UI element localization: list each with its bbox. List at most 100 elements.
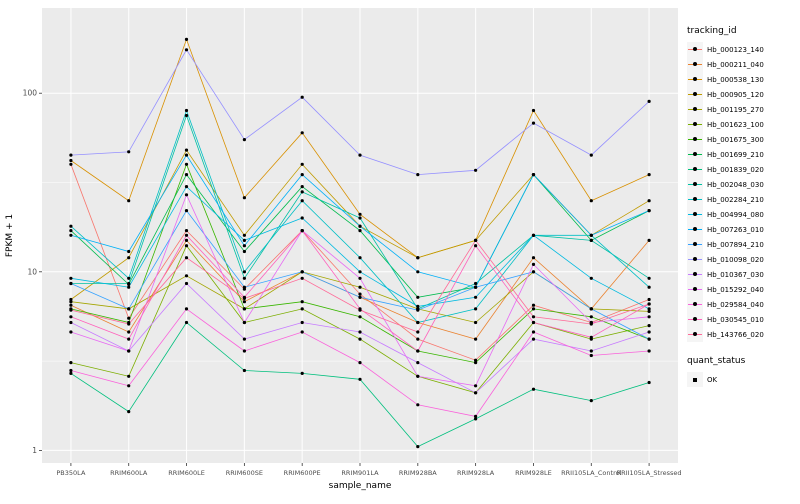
data-point <box>589 399 593 403</box>
y-tick-label: 1 <box>32 446 37 455</box>
legend-item-label: Hb_015292_040 <box>707 285 764 294</box>
legend-item-Hb_029584_040: Hb_029584_040 <box>687 297 797 312</box>
data-point <box>127 316 131 320</box>
legend-item-quant-OK: OK <box>687 372 797 387</box>
legend-key-icon <box>687 42 703 57</box>
legend-point-icon <box>693 122 697 126</box>
legend-gap <box>687 342 797 356</box>
data-point <box>531 387 536 391</box>
data-point <box>127 285 131 289</box>
data-point <box>242 307 246 311</box>
data-point <box>647 349 651 353</box>
legend-item-Hb_001699_210: Hb_001699_210 <box>687 147 797 162</box>
data-point <box>300 229 304 233</box>
legend-item-Hb_000905_120: Hb_000905_120 <box>687 87 797 102</box>
data-point <box>647 173 651 177</box>
data-point <box>647 380 651 385</box>
legend-point-icon <box>693 107 697 111</box>
legend-item-label: Hb_001195_270 <box>707 105 764 114</box>
x-tick-label: RRIM901LA <box>341 469 379 477</box>
legend-item-Hb_143766_020: Hb_143766_020 <box>687 327 797 342</box>
legend-item-label: Hb_010098_020 <box>707 255 764 264</box>
data-point <box>127 322 131 326</box>
data-point <box>242 320 246 325</box>
data-point <box>416 330 420 334</box>
legend-point-icon <box>693 287 697 291</box>
legend-items-tracking-id: Hb_000123_140 Hb_000211_040 Hb_000538_130 H… <box>687 42 797 342</box>
legend-item-Hb_004994_080: Hb_004994_080 <box>687 207 797 222</box>
data-point <box>184 244 189 248</box>
legend-key-icon <box>687 132 703 147</box>
legend-key-icon <box>687 162 703 177</box>
data-point <box>474 320 478 325</box>
legend-item-Hb_030545_010: Hb_030545_010 <box>687 312 797 327</box>
legend-key-icon <box>687 252 703 267</box>
legend-item-label: Hb_001699_210 <box>707 150 764 159</box>
data-point <box>242 138 246 142</box>
data-point <box>184 229 189 233</box>
data-point <box>358 308 362 312</box>
data-point <box>184 209 189 213</box>
legend-key-icon <box>687 282 703 297</box>
data-point <box>242 249 246 254</box>
data-point <box>531 233 536 237</box>
data-point <box>242 276 246 280</box>
data-point <box>69 308 73 312</box>
data-point <box>242 238 246 242</box>
legend-key-icon <box>687 57 703 72</box>
data-point <box>242 300 246 304</box>
data-point <box>184 37 189 42</box>
data-point <box>300 173 304 177</box>
data-point <box>127 384 131 388</box>
data-point <box>184 153 189 157</box>
legend-key-icon <box>687 222 703 237</box>
x-tick-label: PB350LA <box>56 469 86 477</box>
data-point <box>589 153 593 157</box>
legend-item-label: Hb_030545_010 <box>707 315 764 324</box>
legend-point-icon <box>693 257 697 261</box>
data-point <box>474 391 478 395</box>
x-tick-label: RRIM928LE <box>515 469 552 477</box>
data-point <box>358 292 362 296</box>
data-point <box>358 153 362 157</box>
data-point <box>416 173 420 177</box>
data-point <box>416 403 420 407</box>
data-point <box>184 307 189 311</box>
legend-item-Hb_015292_040: Hb_015292_040 <box>687 282 797 297</box>
legend-key-icon <box>687 102 703 117</box>
legend-item-Hb_007894_210: Hb_007894_210 <box>687 237 797 252</box>
data-point <box>358 270 362 274</box>
legend-item-label: Hb_143766_020 <box>707 330 764 339</box>
data-point <box>474 295 478 299</box>
data-point <box>69 297 73 302</box>
data-point <box>416 361 420 365</box>
data-point <box>589 315 593 319</box>
legend-point-icon <box>693 212 697 216</box>
legend-item-Hb_001839_020: Hb_001839_020 <box>687 162 797 177</box>
data-point <box>531 315 536 319</box>
data-point <box>474 281 478 286</box>
legend-key-icon <box>687 177 703 192</box>
data-point <box>589 199 593 203</box>
data-point <box>531 256 536 260</box>
data-point <box>474 285 478 289</box>
data-point <box>69 233 73 237</box>
legend-point-icon <box>693 182 697 186</box>
legend-item-label: Hb_007263_010 <box>707 225 764 234</box>
data-point <box>589 307 593 311</box>
data-point <box>647 209 651 213</box>
x-tick-label: RRIM600SE <box>226 469 263 477</box>
legend-point-icon <box>693 332 697 336</box>
data-point <box>127 150 131 154</box>
data-point <box>416 308 420 312</box>
legend-item-Hb_001195_270: Hb_001195_270 <box>687 102 797 117</box>
data-point <box>127 410 131 414</box>
legend-item-Hb_001623_100: Hb_001623_100 <box>687 117 797 132</box>
data-point <box>242 285 246 289</box>
data-point <box>69 371 73 375</box>
legend-point-icon <box>693 317 697 321</box>
legend-item-label: Hb_002048_030 <box>707 180 764 189</box>
data-point <box>358 224 362 228</box>
